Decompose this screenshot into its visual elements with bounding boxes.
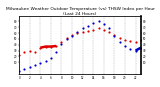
Point bbox=[55, 51, 57, 52]
Point bbox=[60, 43, 63, 44]
Point bbox=[129, 41, 132, 42]
Point bbox=[87, 30, 89, 31]
Point bbox=[118, 37, 121, 39]
Point bbox=[28, 50, 31, 51]
Point bbox=[34, 51, 36, 52]
Point bbox=[118, 41, 121, 43]
Point bbox=[76, 32, 79, 34]
Point bbox=[140, 47, 142, 48]
Point bbox=[44, 46, 47, 47]
Point bbox=[81, 28, 84, 29]
Point bbox=[97, 21, 100, 22]
Point bbox=[87, 25, 89, 26]
Title: Milwaukee Weather Outdoor Temperature (vs) THSW Index per Hour (Last 24 Hours): Milwaukee Weather Outdoor Temperature (v… bbox=[6, 7, 154, 16]
Point bbox=[103, 24, 105, 25]
Point bbox=[60, 41, 63, 43]
Point bbox=[71, 35, 73, 37]
Point bbox=[124, 45, 126, 47]
Point bbox=[44, 60, 47, 62]
Point bbox=[76, 31, 79, 33]
Point bbox=[92, 29, 95, 30]
Point bbox=[23, 69, 26, 70]
Point bbox=[50, 46, 52, 47]
Point bbox=[140, 39, 142, 41]
Point bbox=[18, 55, 20, 56]
Point bbox=[55, 45, 57, 47]
Point bbox=[124, 39, 126, 41]
Point bbox=[50, 57, 52, 58]
Point bbox=[71, 35, 73, 36]
Point bbox=[28, 66, 31, 68]
Point bbox=[108, 31, 110, 33]
Point bbox=[39, 63, 42, 64]
Point bbox=[92, 22, 95, 23]
Point bbox=[129, 49, 132, 50]
Point bbox=[103, 29, 105, 30]
Point bbox=[134, 50, 137, 51]
Point bbox=[81, 31, 84, 33]
Point bbox=[108, 28, 110, 29]
Point bbox=[39, 47, 42, 48]
Point bbox=[65, 38, 68, 40]
Point bbox=[23, 51, 26, 52]
Point bbox=[134, 42, 137, 43]
Point bbox=[65, 37, 68, 39]
Point bbox=[18, 70, 20, 72]
Point bbox=[34, 65, 36, 66]
Point bbox=[97, 28, 100, 29]
Point bbox=[113, 34, 116, 36]
Point bbox=[113, 35, 116, 37]
